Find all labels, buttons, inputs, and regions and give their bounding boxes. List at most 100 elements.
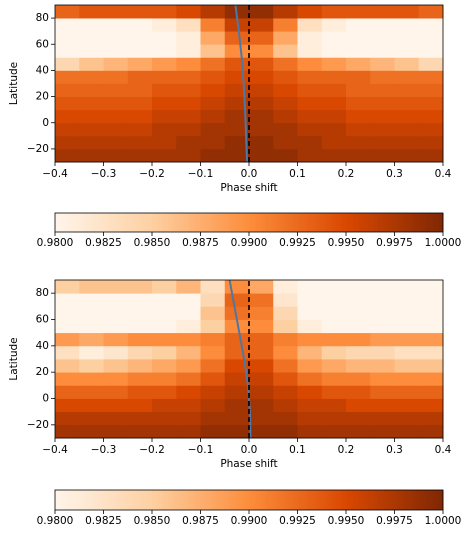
heatmap-cell [249,44,274,58]
heatmap-cell [79,359,104,373]
colorbar-step [404,213,408,232]
heatmap-cell [321,345,347,360]
colorbar-step [213,490,218,510]
heatmap-cell [249,31,274,45]
heatmap-cell [127,44,153,58]
heatmap-cell [273,5,298,19]
colorbar-step [436,490,441,510]
heatmap-cell [103,31,129,45]
heatmap-cell [346,280,371,294]
heatmap-cell [321,424,347,439]
colorbar-step [213,213,218,232]
colorbar-step [90,490,95,510]
colorbar-step [126,490,130,510]
heatmap-cell [55,31,80,45]
heatmap-cell [176,345,201,360]
colorbar-step [226,490,230,510]
heatmap-cell [273,135,298,150]
colorbar-step [388,213,392,232]
colorbar [55,490,444,510]
heatmap-cell [370,345,395,360]
heatmap-cell [152,306,177,320]
heatmap-cell [418,411,444,426]
heatmap-cell [321,5,347,19]
colorbar-step [145,490,150,510]
colorbar-step [252,490,256,510]
heatmap-cell [297,345,323,360]
heatmap-cell [321,280,347,294]
heatmap-cell [321,293,347,307]
colorbar-step [336,213,340,232]
colorbar-step [291,490,295,510]
colorbar-step [181,213,185,232]
heatmap-cell [176,57,201,71]
colorbar-step [291,213,295,232]
heatmap-cell [346,83,371,97]
heatmap-cell [249,385,274,399]
heatmap-cell [127,359,153,373]
colorbar-step [242,213,247,232]
colorbar-step [287,490,292,510]
colorbar-step [323,213,327,232]
x-tick-label: 0.4 [435,168,452,180]
heatmap-cell [346,135,371,150]
heatmap-cell [297,70,323,84]
colorbar-step [77,490,82,510]
heatmap-cell [297,293,323,307]
colorbar-step [316,213,321,232]
heatmap-cell [273,372,298,386]
heatmap-cell [55,18,80,32]
heatmap-cell [103,18,129,32]
heatmap-cell [79,293,104,307]
heatmap-cell [127,319,153,334]
heatmap-cell [152,109,177,124]
colorbar-step [80,213,85,232]
colorbar-step [174,490,179,510]
heatmap-cell [152,372,177,386]
heatmap-cell [200,280,226,294]
heatmap-cell [370,293,395,307]
colorbar-step [206,490,211,510]
heatmap-cell [152,31,177,45]
heatmap-cell [297,424,323,439]
colorbar-step [430,213,434,232]
colorbar-step [71,490,75,510]
heatmap-cell [321,306,347,320]
heatmap-cell [346,18,371,32]
heatmap-cell [152,359,177,373]
heatmap-cell [297,109,323,124]
colorbar-step [113,213,117,232]
heatmap-cell [346,293,371,307]
heatmap-cell [418,18,444,32]
heatmap-cell [418,83,444,97]
heatmap-cell [394,332,420,347]
heatmap-cell [321,96,347,111]
heatmap-cell [55,293,80,307]
colorbar-tick-label: 0.9925 [279,515,316,527]
heatmap-cell [176,135,201,150]
heatmap-cell [55,109,80,124]
heatmap-cell [224,385,250,399]
colorbar-step [239,213,243,232]
colorbar-step [194,490,198,510]
heatmap-cell [370,5,395,19]
colorbar-step [413,213,418,232]
colorbar-step [303,490,308,510]
colorbar-step [55,213,59,232]
heatmap-cell [152,319,177,334]
heatmap-cell [152,280,177,294]
heatmap-cell [200,83,226,97]
colorbar-step [281,490,285,510]
colorbar-step [436,213,441,232]
heatmap [55,5,444,163]
heatmap-cell [394,306,420,320]
heatmap-cell [79,411,104,426]
colorbar-step [307,490,311,510]
colorbar-step [129,213,133,232]
y-tick-label: 0 [42,117,49,129]
heatmap-cell [297,372,323,386]
colorbar-tick-label: 1.0000 [425,237,462,249]
heatmap-cell [346,31,371,45]
heatmap-cell [418,306,444,320]
colorbar-step [135,213,140,232]
